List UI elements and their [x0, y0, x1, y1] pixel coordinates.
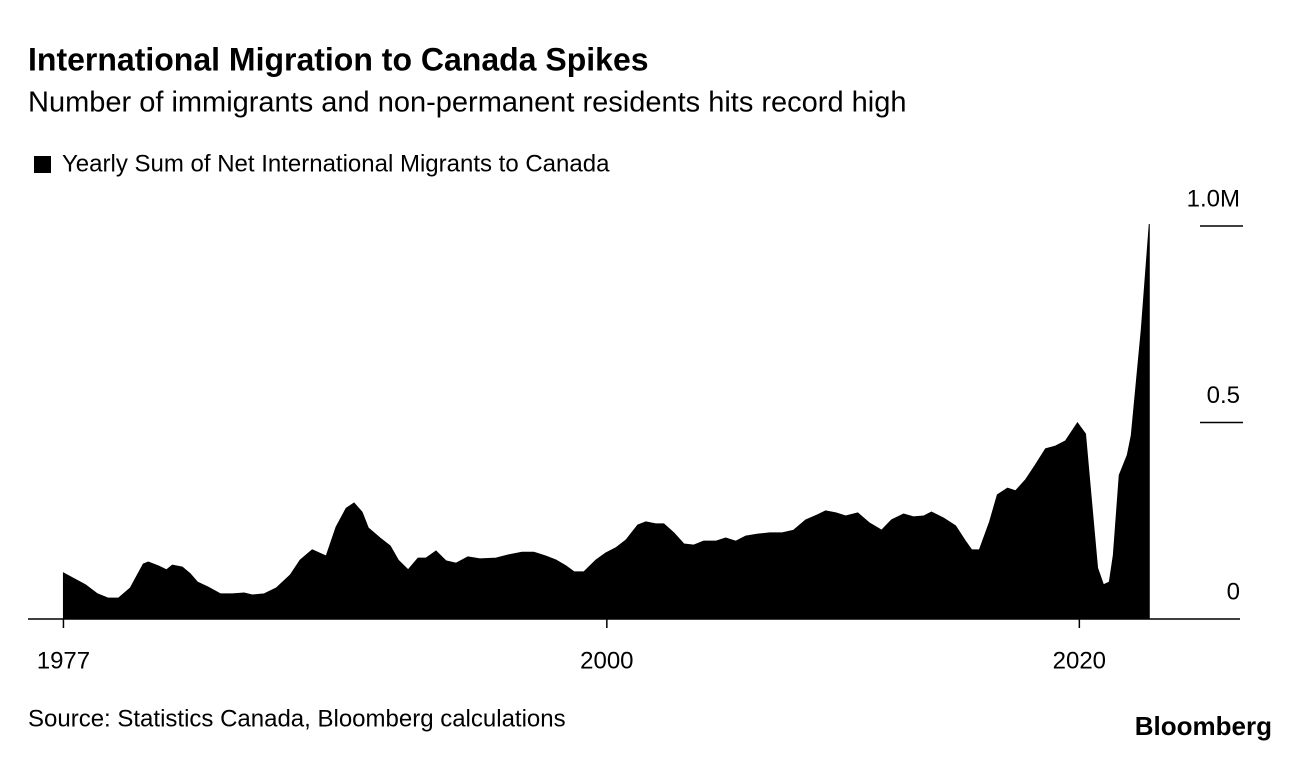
legend-label: Yearly Sum of Net International Migrants…: [62, 150, 610, 177]
legend-swatch: [34, 156, 51, 173]
x-tick-label: 2000: [580, 647, 633, 674]
y-tick-label: 1.0M: [1187, 185, 1240, 212]
x-tick-label: 1977: [37, 647, 90, 674]
y-tick-label: 0.5: [1207, 382, 1240, 409]
chart-title: International Migration to Canada Spikes: [28, 41, 649, 77]
source-note: Source: Statistics Canada, Bloomberg cal…: [28, 705, 566, 732]
chart-subtitle: Number of immigrants and non-permanent r…: [28, 87, 906, 119]
y-tick-label: 0: [1227, 578, 1240, 605]
area: [62, 223, 1150, 620]
x-tick-label: 2020: [1053, 647, 1106, 674]
logo: Bloomberg: [1135, 711, 1272, 741]
